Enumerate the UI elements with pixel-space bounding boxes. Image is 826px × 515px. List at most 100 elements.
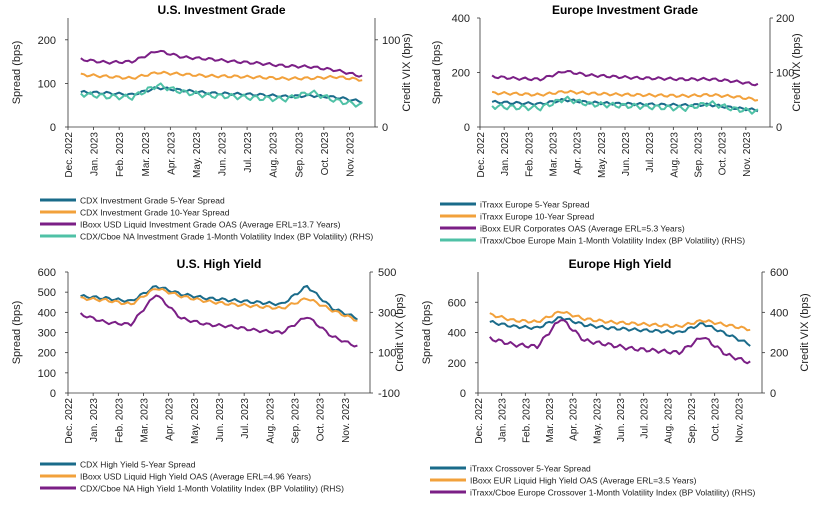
x-tick-label: Jan. 2023 <box>500 132 511 176</box>
y-axis-label: Spread (bps) <box>11 301 23 365</box>
x-tick-label: Jul. 2023 <box>243 132 254 173</box>
x-tick-label: Nov. 2023 <box>742 132 753 177</box>
x-tick-label: Jun. 2023 <box>218 132 229 176</box>
y-tick-label: 600 <box>38 267 56 279</box>
x-tick-label: Oct. 2023 <box>718 132 729 176</box>
x-tick-label: Feb. 2023 <box>114 398 125 443</box>
y-tick-label: 400 <box>452 13 470 25</box>
chart-panel-2: Europe Investment Grade 0 200 400 0 100 200 Spr… <box>431 3 803 246</box>
series-line-1 <box>489 316 751 347</box>
x-tick-label: Sep. 2023 <box>687 398 698 444</box>
y-tick-label: 600 <box>448 297 466 309</box>
x-tick-label: Dec. 2022 <box>474 398 485 444</box>
x-tick-label: Aug. 2023 <box>669 132 680 178</box>
legend-label: CDX Investment Grade 10-Year Spread <box>80 208 230 218</box>
y-tick-label: 400 <box>38 307 56 319</box>
x-tick-label: Mar. 2023 <box>545 398 556 443</box>
y2-tick-label: 0 <box>382 122 388 134</box>
y-tick-label: 0 <box>50 388 56 400</box>
x-tick-label: Jul. 2023 <box>640 398 651 439</box>
y2-tick-label: 500 <box>378 267 396 279</box>
series-line-2 <box>80 287 358 322</box>
x-tick-label: Nov. 2023 <box>341 398 352 443</box>
y2-tick-label: 100 <box>776 68 794 80</box>
series-line-3 <box>489 319 751 365</box>
x-tick-label: Oct. 2023 <box>320 132 331 176</box>
y2-tick-label: 100 <box>382 35 400 47</box>
x-tick-label: Dec. 2022 <box>64 398 75 444</box>
y2-tick-label: -100 <box>378 388 400 400</box>
legend-label: iTraxx/Cboe Europe Main 1-Month Volatili… <box>480 236 745 246</box>
series-line-2 <box>489 310 751 332</box>
x-tick-label: Mar. 2023 <box>141 132 152 177</box>
x-tick-label: Nov. 2023 <box>345 132 356 177</box>
x-tick-label: Apr. 2023 <box>569 398 580 441</box>
legend-label: IBoxx USD Liquid Investment Grade OAS (A… <box>80 220 341 230</box>
y2-tick-label: 300 <box>378 307 396 319</box>
y2-tick-label: 200 <box>776 13 794 25</box>
series-line-2 <box>491 89 759 102</box>
y-tick-label: 100 <box>38 368 56 380</box>
y2-tick-label: 0 <box>770 388 776 400</box>
y-tick-label: 200 <box>448 358 466 370</box>
x-tick-label: Apr. 2023 <box>165 398 176 441</box>
x-tick-label: Jul. 2023 <box>645 132 656 173</box>
legend-label: iTraxx Europe 10-Year Spread <box>480 212 594 222</box>
series-line-3 <box>80 49 363 78</box>
x-tick-label: Feb. 2023 <box>521 398 532 443</box>
y-axis-label: Spread (bps) <box>11 41 23 105</box>
y-tick-label: 0 <box>50 122 56 134</box>
y2-tick-label: 0 <box>776 122 782 134</box>
x-tick-label: Jun. 2023 <box>616 398 627 442</box>
x-tick-label: May. 2023 <box>192 132 203 178</box>
legend-label: IBoxx EUR Liquid High Yield OAS (Average… <box>470 476 697 486</box>
x-tick-label: Apr. 2023 <box>573 132 584 175</box>
legend-label: CDX/Cboe NA High Yield 1-Month Volatilit… <box>80 484 344 494</box>
y-tick-label: 300 <box>38 328 56 340</box>
x-tick-label: Sep. 2023 <box>291 398 302 444</box>
legend-label: IBoxx USD Liquid High Yield OAS (Average… <box>80 472 311 482</box>
x-tick-label: May. 2023 <box>597 132 608 178</box>
legend-label: CDX/Cboe NA Investment Grade 1-Month Vol… <box>80 232 373 242</box>
series-line-1 <box>80 284 358 321</box>
y-tick-label: 200 <box>38 348 56 360</box>
x-tick-label: Jun. 2023 <box>621 132 632 176</box>
legend-label: CDX High Yield 5-Year Spread <box>80 460 196 470</box>
y-tick-label: 400 <box>448 328 466 340</box>
chart-panel-4: Europe High Yield 0 200 400 600 0 200 400 600 Spr… <box>421 257 811 498</box>
series-line-3 <box>79 294 358 348</box>
y-axis-label: Spread (bps) <box>421 301 433 365</box>
y2-axis-label: Credit VIX (bps) <box>791 33 803 111</box>
x-tick-label: Mar. 2023 <box>140 398 151 443</box>
y-tick-label: 500 <box>38 287 56 299</box>
legend-label: iBoxx EUR Corporates OAS (Average ERL=5.… <box>480 224 685 234</box>
y2-tick-label: 100 <box>378 348 396 360</box>
x-tick-label: Aug. 2023 <box>269 132 280 178</box>
x-tick-label: Nov. 2023 <box>734 398 745 443</box>
y-tick-label: 200 <box>452 68 470 80</box>
x-tick-label: Feb. 2023 <box>524 132 535 177</box>
y2-tick-label: 600 <box>770 267 788 279</box>
x-tick-label: Jun. 2023 <box>215 398 226 442</box>
legend-label: CDX Investment Grade 5-Year Spread <box>80 196 225 206</box>
x-tick-label: Sep. 2023 <box>694 132 705 178</box>
y-axis-label: Spread (bps) <box>431 41 443 105</box>
x-tick-label: May. 2023 <box>190 398 201 444</box>
chart-title: Europe Investment Grade <box>552 3 698 17</box>
x-tick-label: Apr. 2023 <box>166 132 177 175</box>
legend-label: iTraxx Crossover 5-Year Spread <box>470 464 591 474</box>
x-tick-label: Jan. 2023 <box>90 132 101 176</box>
x-tick-label: Dec. 2022 <box>64 132 75 178</box>
x-tick-label: Mar. 2023 <box>549 132 560 177</box>
y-tick-label: 200 <box>38 35 56 47</box>
y-tick-label: 100 <box>38 78 56 90</box>
y2-tick-label: 400 <box>770 307 788 319</box>
y-tick-label: 0 <box>460 388 466 400</box>
x-tick-label: Aug. 2023 <box>265 398 276 444</box>
chart-panel-3: U.S. High Yield 0 100 200 300 400 500 600 -100 10… <box>11 257 406 494</box>
x-tick-label: Jul. 2023 <box>240 398 251 439</box>
y2-axis-label: Credit VIX (bps) <box>394 293 406 371</box>
legend-label: iTraxx/Cboe Europe Crossover 1-Month Vol… <box>470 488 756 498</box>
chart-title: Europe High Yield <box>569 257 672 271</box>
